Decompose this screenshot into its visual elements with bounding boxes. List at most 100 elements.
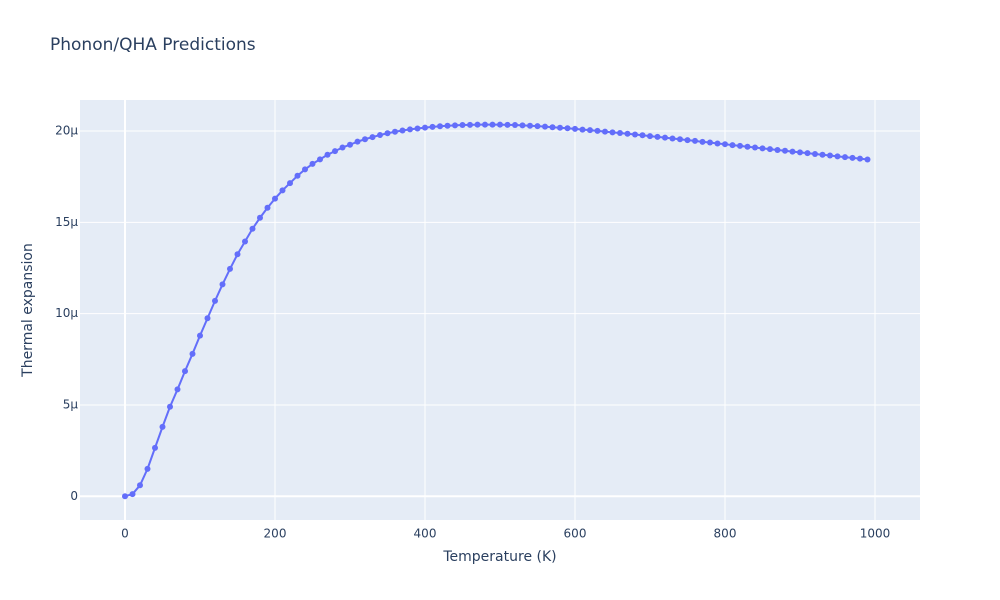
chart-title: Phonon/QHA Predictions [50, 35, 256, 55]
data-point [729, 142, 736, 149]
data-point [317, 156, 323, 163]
data-point [752, 144, 758, 151]
data-point [272, 195, 278, 202]
y-axis-title: Thermal expansion [20, 243, 36, 378]
data-point [564, 125, 571, 132]
data-point [827, 152, 833, 159]
data-point [737, 142, 743, 149]
data-point [302, 166, 308, 173]
data-point [834, 153, 841, 160]
data-point [422, 124, 428, 131]
data-point [474, 121, 481, 128]
data-point [174, 386, 181, 393]
data-point [212, 297, 218, 304]
data-point [339, 144, 346, 151]
data-point [399, 127, 406, 134]
data-point [227, 265, 233, 272]
data-point [609, 129, 616, 136]
data-point [189, 350, 196, 357]
data-point [767, 146, 773, 153]
data-point [557, 124, 563, 131]
data-point [519, 122, 526, 129]
data-point [384, 130, 391, 137]
data-point [534, 123, 541, 130]
data-point [257, 214, 263, 221]
data-point [452, 122, 458, 129]
data-point [654, 133, 661, 140]
data-point [287, 180, 293, 187]
data-point [699, 138, 706, 145]
data-point [759, 145, 766, 152]
x-tick-label: 600 [564, 527, 587, 541]
data-point [279, 187, 286, 194]
data-point [782, 147, 788, 154]
data-point [527, 122, 533, 129]
y-tick-label: 0 [70, 489, 78, 503]
data-point [414, 125, 421, 132]
data-point [347, 141, 353, 148]
data-point [459, 122, 466, 129]
data-point [684, 137, 691, 144]
data-point [587, 127, 593, 134]
data-point [707, 139, 713, 146]
data-point [857, 155, 863, 162]
data-point [572, 125, 578, 132]
data-point [639, 132, 646, 139]
y-tick-label: 5μ [63, 397, 79, 411]
data-point [692, 137, 698, 144]
y-tick-label: 20μ [55, 124, 78, 138]
data-point [392, 128, 398, 135]
series-line [124, 123, 868, 498]
data-point [182, 368, 188, 375]
data-point [722, 141, 728, 148]
data-point [549, 124, 556, 131]
grid-lines [80, 100, 920, 520]
series-layer [122, 121, 871, 500]
data-point [789, 148, 796, 155]
data-point [812, 151, 818, 158]
data-point [152, 444, 158, 451]
data-point [632, 131, 638, 138]
data-point [137, 482, 143, 489]
data-point [362, 136, 368, 143]
tick-labels: 0 200 400 600 800 1000 0 5μ 10μ 15μ 20μ [55, 124, 890, 541]
data-point [197, 332, 203, 339]
data-point [467, 121, 473, 128]
data-point [504, 121, 511, 128]
data-point [542, 123, 548, 130]
data-point [677, 136, 683, 143]
data-point [354, 138, 361, 145]
data-point [744, 143, 751, 150]
data-point [144, 465, 151, 472]
data-point [264, 204, 271, 211]
data-point [122, 493, 128, 500]
data-point [602, 128, 608, 135]
data-point [624, 130, 631, 137]
data-point [579, 126, 586, 133]
data-point [437, 123, 443, 130]
data-point [159, 423, 166, 430]
data-point [324, 151, 331, 158]
data-point [129, 491, 136, 498]
data-point [804, 150, 811, 157]
data-point [167, 403, 173, 410]
x-axis-title: Temperature (K) [442, 549, 556, 565]
data-point [242, 238, 248, 245]
data-point [377, 132, 383, 139]
x-tick-label: 800 [714, 527, 737, 541]
data-point [407, 126, 413, 133]
data-point [429, 123, 436, 130]
y-tick-label: 10μ [55, 306, 78, 320]
plot-area [80, 100, 920, 520]
data-point [774, 147, 781, 154]
data-point [497, 121, 503, 128]
data-point [309, 160, 316, 167]
data-point [662, 134, 668, 141]
x-tick-label: 0 [121, 527, 129, 541]
data-point [669, 135, 676, 142]
data-point [444, 122, 451, 129]
data-point [842, 154, 848, 161]
x-tick-label: 1000 [860, 527, 891, 541]
